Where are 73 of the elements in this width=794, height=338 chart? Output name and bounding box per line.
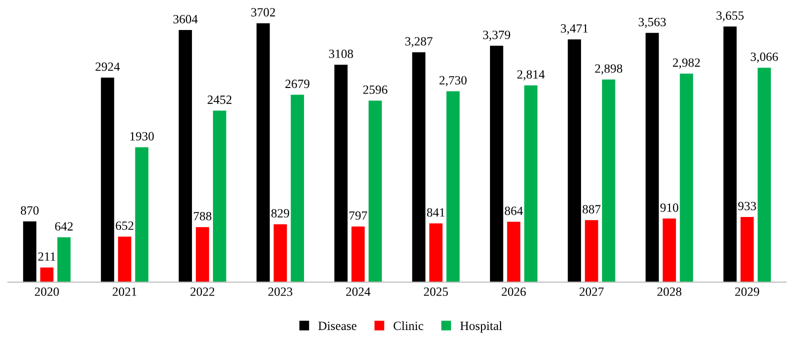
- bar: [507, 222, 520, 282]
- x-tick-label: 2028: [657, 287, 682, 296]
- data-label: 211: [38, 252, 56, 261]
- data-label: 887: [582, 205, 601, 214]
- bar: [135, 147, 148, 282]
- bar: [290, 94, 304, 282]
- bar: [334, 64, 348, 282]
- data-label: 2,982: [672, 58, 700, 69]
- legend-label: Clinic: [394, 321, 424, 330]
- data-label: 652: [116, 222, 134, 230]
- x-tick-label: 2020: [34, 287, 59, 296]
- data-label: 933: [738, 202, 756, 210]
- bar: [351, 226, 365, 282]
- data-label: 910: [660, 203, 678, 212]
- bar: [584, 220, 598, 282]
- x-tick-label: 2022: [190, 287, 214, 296]
- bar: [274, 224, 287, 282]
- bar: [524, 85, 538, 282]
- data-label: 2924: [96, 62, 120, 71]
- bar: [446, 91, 460, 282]
- bar: [723, 26, 737, 282]
- data-label: 3,379: [483, 30, 510, 41]
- data-label: 3604: [173, 14, 198, 24]
- data-label: 2452: [208, 96, 232, 104]
- x-tick-label: 2021: [112, 287, 136, 296]
- bar: [490, 46, 504, 282]
- data-label: 2,814: [517, 70, 545, 80]
- legend-label: Disease: [318, 322, 356, 330]
- bar: [100, 78, 114, 282]
- data-label: 797: [350, 211, 368, 220]
- data-label: 788: [194, 212, 212, 220]
- bar: [412, 52, 426, 282]
- data-label: 2,898: [595, 64, 622, 75]
- data-label: 2596: [363, 85, 388, 94]
- bar: [118, 236, 132, 282]
- data-label: 3,471: [560, 24, 588, 34]
- data-label: 864: [504, 206, 523, 216]
- bar: [178, 30, 192, 282]
- legend-label: Hospital: [460, 321, 502, 333]
- x-tick-label: 2027: [580, 287, 604, 296]
- bar: [57, 237, 71, 282]
- x-tick-label: 2026: [502, 287, 526, 296]
- data-label: 870: [20, 206, 39, 215]
- data-label: 3702: [251, 8, 275, 16]
- x-tick-label: 2023: [268, 287, 292, 296]
- bar: [256, 23, 270, 282]
- data-label: 1930: [130, 132, 154, 140]
- bar: [646, 32, 659, 282]
- data-label: 841: [427, 208, 445, 217]
- bar: [568, 39, 582, 282]
- data-label: 642: [55, 222, 73, 231]
- x-tick-label: 2024: [346, 287, 370, 296]
- data-label: 3,655: [716, 11, 744, 22]
- data-label: 3,066: [750, 52, 778, 63]
- data-label: 3,287: [405, 37, 432, 48]
- bar: [662, 218, 676, 282]
- bar: [429, 223, 443, 282]
- x-tick-label: 2029: [735, 287, 760, 296]
- bar: [680, 74, 694, 282]
- data-label: 3,563: [638, 18, 666, 28]
- bar: [40, 267, 54, 282]
- data-label: 829: [271, 209, 290, 218]
- bar: [23, 221, 36, 282]
- x-tick-label: 2025: [424, 287, 448, 296]
- bar: [368, 100, 382, 282]
- bar: [602, 79, 616, 282]
- bar: [212, 110, 226, 282]
- data-label: 3108: [329, 50, 353, 58]
- data-label: 2679: [285, 80, 310, 88]
- bar: [196, 227, 210, 282]
- bar: [758, 68, 771, 282]
- bar: [740, 216, 754, 282]
- data-label: 2,730: [440, 76, 467, 86]
